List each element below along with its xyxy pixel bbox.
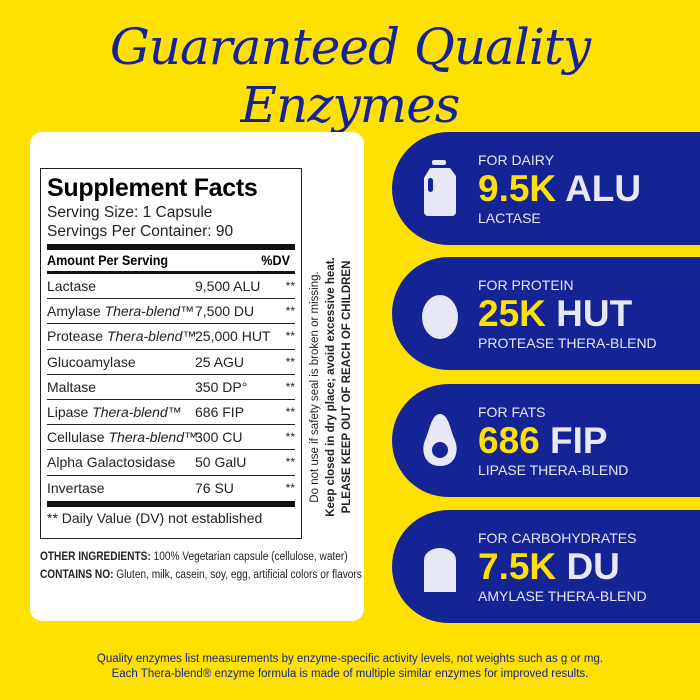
ingredient-amount: 686 FIP — [195, 403, 245, 420]
ingredient-dv: ** — [285, 404, 295, 419]
facts-footnote: ** Daily Value (DV) not established — [47, 509, 263, 526]
ingredient-dv: ** — [285, 329, 295, 344]
bread-icon — [420, 538, 460, 594]
facts-row: Cellulase Thera-blend™ 300 CU ** — [47, 425, 295, 451]
dv-header: %DV — [261, 252, 290, 268]
ingredient-dv: ** — [285, 379, 295, 394]
warning-line: Do not use if safety seal is broken or m… — [309, 271, 321, 503]
note-line: Quality enzymes list measurements by enz… — [96, 653, 604, 665]
enzyme-banner: FOR FATS 686 FIP LIPASE THERA-BLEND — [392, 384, 700, 497]
ingredient-name: Maltase — [47, 378, 97, 395]
milk-jug-icon — [420, 160, 460, 216]
warning-line: PLEASE KEEP OUT OF REACH OF CHILDREN — [341, 260, 353, 514]
banner-unit: ALU — [565, 168, 642, 209]
warning-text: Do not use if safety seal is broken or m… — [307, 237, 355, 537]
banner-category: FOR FATS — [478, 404, 546, 420]
facts-row: Glucoamylase 25 AGU ** — [47, 350, 295, 375]
facts-header: Amount Per Serving %DV — [47, 250, 290, 271]
ingredient-dv: ** — [285, 354, 295, 369]
banner-category: FOR PROTEIN — [478, 277, 574, 293]
other-ingredients: 100% Vegetarian capsule (cellulose, wate… — [150, 551, 348, 563]
ingredient-name: Lipase Thera-blend™ — [47, 403, 182, 420]
ingredient-amount: 9,500 ALU — [195, 278, 261, 294]
banner-unit: FIP — [550, 420, 608, 461]
enzyme-banner: FOR PROTEIN 25K HUT PROTEASE THERA-BLEND — [392, 257, 700, 370]
avocado-icon — [420, 412, 460, 468]
amount-header: Amount Per Serving — [47, 252, 169, 268]
serving-size: Serving Size: 1 Capsule — [47, 204, 213, 221]
ingredient-dv: ** — [285, 430, 295, 445]
supplement-facts-box: Supplement Facts Serving Size: 1 Capsule… — [40, 168, 302, 539]
facts-row: Amylase Thera-blend™ 7,500 DU ** — [47, 299, 295, 325]
ingredient-amount: 25,000 HUT — [195, 328, 271, 345]
banner-value: 7.5K — [478, 546, 557, 587]
ingredient-amount: 300 CU — [195, 429, 243, 446]
banner-unit: DU — [566, 546, 620, 587]
contains-no: Gluten, milk, casein, soy, egg, artifici… — [113, 569, 362, 581]
banner-category: FOR DAIRY — [478, 152, 554, 168]
banner-value: 9.5K — [478, 168, 557, 209]
facts-row: Alpha Galactosidase 50 GalU ** — [47, 450, 295, 476]
ingredient-name: Cellulase Thera-blend™ — [47, 429, 198, 446]
banner-enzyme: LACTASE — [478, 210, 541, 226]
ingredient-amount: 350 DP° — [195, 378, 248, 395]
banner-value: 25K — [478, 293, 546, 334]
ingredient-name: Protease Thera-blend™ — [47, 328, 197, 345]
ingredient-name: Lactase — [47, 278, 97, 294]
ingredient-amount: 50 GalU — [195, 454, 247, 471]
ingredient-amount: 25 AGU — [195, 353, 245, 370]
warning-line: Keep closed in dry place; avoid excessiv… — [325, 257, 337, 517]
enzyme-banner: FOR CARBOHYDRATES 7.5K DU AMYLASE THERA-BL… — [392, 510, 700, 623]
facts-heading: Supplement Facts — [47, 174, 258, 202]
ingredient-amount: 7,500 DU — [195, 303, 255, 320]
ingredient-name: Invertase — [47, 479, 105, 496]
ingredients: OTHER INGREDIENTS: 100% Vegetarian capsu… — [40, 548, 362, 584]
banner-value: 686 — [478, 420, 540, 461]
banner-unit: HUT — [556, 293, 633, 334]
page-title: Guaranteed Quality Enzymes — [109, 18, 591, 134]
note-line: Each Thera-blend® enzyme formula is made… — [111, 668, 589, 680]
banner-enzyme: LIPASE THERA-BLEND — [478, 462, 629, 478]
supplement-label-panel: Supplement Facts Serving Size: 1 Capsule… — [30, 132, 364, 621]
egg-icon — [420, 285, 460, 341]
banner-enzyme: PROTEASE THERA-BLEND — [478, 335, 657, 351]
banner-category: FOR CARBOHYDRATES — [478, 530, 637, 546]
ingredient-dv: ** — [285, 480, 295, 495]
facts-row: Lipase Thera-blend™ 686 FIP ** — [47, 400, 295, 426]
other-ingredients-label: OTHER INGREDIENTS: — [40, 551, 151, 563]
ingredient-name: Amylase Thera-blend™ — [47, 303, 195, 320]
ingredient-dv: ** — [285, 304, 295, 319]
footnote: Quality enzymes list measurements by enz… — [0, 652, 700, 682]
ingredient-amount: 76 SU — [195, 479, 234, 496]
facts-row: Protease Thera-blend™ 25,000 HUT ** — [47, 324, 295, 350]
enzyme-banner: FOR DAIRY 9.5K ALU LACTASE — [392, 132, 700, 245]
ingredient-name: Glucoamylase — [47, 353, 136, 370]
facts-row: Invertase 76 SU ** — [47, 476, 295, 501]
ingredient-dv: ** — [285, 279, 295, 293]
facts-row: Maltase 350 DP° ** — [47, 375, 295, 400]
ingredient-dv: ** — [285, 455, 295, 470]
servings-per-container: Servings Per Container: 90 — [47, 223, 234, 240]
ingredient-name: Alpha Galactosidase — [47, 454, 176, 471]
banner-enzyme: AMYLASE THERA-BLEND — [478, 588, 647, 604]
facts-row: Lactase 9,500 ALU ** — [47, 274, 295, 300]
contains-no-label: CONTAINS NO: — [40, 569, 114, 581]
